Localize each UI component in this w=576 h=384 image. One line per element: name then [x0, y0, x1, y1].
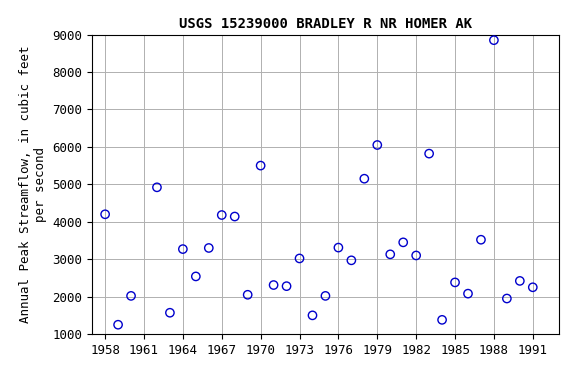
- Point: [295, 255, 304, 262]
- Point: [308, 312, 317, 318]
- Point: [282, 283, 291, 289]
- Point: [347, 257, 356, 263]
- Point: [373, 142, 382, 148]
- Point: [243, 292, 252, 298]
- Point: [399, 239, 408, 245]
- Point: [502, 295, 511, 301]
- Point: [256, 162, 265, 169]
- Point: [204, 245, 213, 251]
- Point: [411, 252, 420, 258]
- Y-axis label: Annual Peak Streamflow, in cubic feet
per second: Annual Peak Streamflow, in cubic feet pe…: [19, 46, 47, 323]
- Point: [269, 282, 278, 288]
- Point: [230, 214, 240, 220]
- Point: [100, 211, 109, 217]
- Point: [490, 37, 499, 43]
- Point: [463, 291, 472, 297]
- Point: [321, 293, 330, 299]
- Point: [217, 212, 226, 218]
- Point: [450, 279, 460, 285]
- Point: [476, 237, 486, 243]
- Point: [191, 273, 200, 280]
- Title: USGS 15239000 BRADLEY R NR HOMER AK: USGS 15239000 BRADLEY R NR HOMER AK: [179, 17, 472, 31]
- Point: [113, 322, 123, 328]
- Point: [386, 251, 395, 257]
- Point: [425, 151, 434, 157]
- Point: [127, 293, 136, 299]
- Point: [152, 184, 161, 190]
- Point: [165, 310, 175, 316]
- Point: [438, 317, 447, 323]
- Point: [179, 246, 188, 252]
- Point: [334, 245, 343, 251]
- Point: [516, 278, 525, 284]
- Point: [528, 284, 537, 290]
- Point: [359, 175, 369, 182]
